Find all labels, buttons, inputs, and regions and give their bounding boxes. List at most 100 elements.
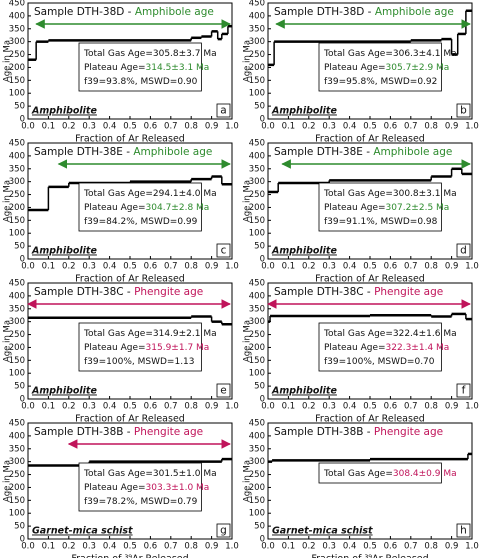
y-tick-label: 350 — [249, 164, 265, 174]
x-tick-label: 0.9 — [205, 542, 219, 552]
age-line: Plateau Age=307.2±2.5 Ma — [324, 203, 449, 213]
age-text: f39=93.8%, MSWD=0.90 — [84, 77, 198, 87]
age-line: Total Gas Age=322.4±1.6 Ma — [323, 329, 457, 339]
panel-title: Sample DTH-38E - Amphibole age — [34, 146, 212, 158]
y-tick-label: 150 — [9, 76, 25, 86]
letter-box — [456, 523, 471, 538]
y-tick-label: 350 — [9, 164, 25, 174]
title-sample: Sample DTH-38B - — [274, 426, 374, 438]
y-tick-label: 250 — [249, 50, 265, 60]
age-line: Total Gas Age=314.9±2.1 Ma — [83, 329, 217, 339]
rock-label: Amphibolite — [31, 246, 97, 257]
age-line: Plateau Age=305.7±2.9 Ma — [324, 63, 449, 73]
x-axis-label: Fraction of Ar Released — [315, 414, 425, 425]
rock-label: Amphibolite — [31, 106, 97, 117]
age-text: 307.2±2.5 Ma — [386, 203, 450, 213]
x-tick-label: 0.7 — [164, 122, 178, 132]
age-text: Plateau Age= — [84, 203, 146, 213]
y-tick-label: 450 — [9, 0, 25, 9]
x-tick-label: 0.4 — [343, 402, 357, 412]
y-tick-label: 400 — [249, 11, 265, 21]
letter-box — [216, 243, 231, 258]
x-axis-label: Fraction of Ar Released — [75, 414, 185, 425]
age-line: Total Gas Age=306.3±4.1 Ma — [323, 49, 457, 59]
x-axis-label: Fraction of Ar Released — [315, 134, 425, 145]
y-tick-label: 350 — [9, 304, 25, 314]
y-tick-label: 200 — [9, 483, 25, 493]
age-text: 303.3±1.0 Ma — [146, 483, 210, 493]
age-line: Plateau Age=322.3±1.4 Ma — [324, 343, 449, 353]
age-text: f39=84.2%, MSWD=0.99 — [84, 217, 198, 227]
panel-letter: e — [220, 385, 226, 397]
y-tick-label: 450 — [249, 279, 265, 289]
y-tick-label: 50 — [254, 382, 265, 392]
x-tick-label: 0.7 — [164, 262, 178, 272]
title-age-type: Phengite age — [374, 426, 443, 438]
x-tick-label: 0.8 — [424, 542, 438, 552]
age-text: Plateau Age= — [324, 63, 386, 73]
y-axis-label: Age in Ma — [3, 40, 13, 82]
title-sample: Sample DTH-38E - — [274, 146, 373, 158]
x-tick-label: 0.1 — [282, 122, 296, 132]
x-tick-label: 0.2 — [302, 122, 316, 132]
y-tick-label: 100 — [249, 89, 265, 99]
panel-letter: d — [460, 245, 467, 257]
x-axis-label: Fraction of Ar Released — [315, 274, 425, 285]
x-tick-label: 0.3 — [322, 262, 336, 272]
age-text: Plateau Age= — [84, 343, 146, 353]
x-tick-label: 0.7 — [404, 122, 418, 132]
y-tick-label: 400 — [249, 431, 265, 441]
age-text: f39=95.8%, MSWD=0.92 — [324, 77, 437, 87]
x-tick-label: 0.9 — [205, 402, 219, 412]
x-tick-label: 1.0 — [465, 542, 479, 552]
rock-label: Amphibolite — [31, 386, 97, 397]
age-line: Total Gas Age=294.1±4.0 Ma — [83, 189, 217, 199]
age-line: Plateau Age=303.3±1.0 Ma — [84, 483, 209, 493]
y-tick-label: 300 — [249, 317, 265, 327]
x-tick-label: 0.2 — [302, 402, 316, 412]
y-tick-label: 0 — [20, 535, 25, 545]
age-text: 322.3±1.4 Ma — [386, 343, 450, 353]
x-axis-label: Fraction of ³⁹Ar Released — [71, 554, 188, 558]
y-tick-label: 300 — [249, 177, 265, 187]
x-tick-label: 1.0 — [465, 262, 479, 272]
x-tick-label: 0.6 — [384, 122, 398, 132]
x-tick-label: 1.0 — [225, 122, 239, 132]
age-line: f39=84.2%, MSWD=0.99 — [84, 217, 198, 227]
y-tick-label: 200 — [9, 203, 25, 213]
y-tick-label: 300 — [9, 317, 25, 327]
y-tick-label: 200 — [9, 343, 25, 353]
age-line: f39=93.8%, MSWD=0.90 — [84, 77, 198, 87]
y-tick-label: 400 — [9, 291, 25, 301]
rock-label: Garnet-mica schist — [32, 526, 133, 537]
x-tick-label: 0.6 — [384, 402, 398, 412]
x-tick-label: 0.8 — [184, 542, 198, 552]
age-text: Total Gas Age=314.9±2.1 Ma — [83, 329, 217, 339]
y-tick-label: 200 — [249, 63, 265, 73]
x-tick-label: 0.9 — [445, 542, 459, 552]
age-box — [78, 462, 202, 512]
x-tick-label: 0.9 — [205, 122, 219, 132]
y-tick-label: 450 — [249, 0, 265, 9]
y-tick-label: 50 — [254, 102, 265, 112]
y-tick-label: 150 — [9, 216, 25, 226]
y-tick-label: 50 — [254, 522, 265, 532]
age-text: Total Gas Age=305.8±3.7 Ma — [83, 49, 217, 59]
age-text: f39=100%, MSWD=0.70 — [324, 357, 435, 367]
y-axis-label: Age in Ma — [243, 40, 253, 82]
x-tick-label: 0.5 — [123, 542, 137, 552]
x-tick-label: 0.3 — [82, 542, 96, 552]
age-text: 304.7±2.8 Ma — [146, 203, 210, 213]
age-box — [318, 182, 442, 232]
x-tick-label: 1.0 — [225, 542, 239, 552]
age-line: Total Gas Age=300.8±3.1 Ma — [323, 189, 457, 199]
age-box — [318, 462, 442, 484]
letter-box — [456, 383, 471, 398]
panel-title: Sample DTH-38E - Amphibole age — [274, 146, 452, 158]
title-age-type: Amphibole age — [133, 146, 212, 158]
y-tick-label: 400 — [249, 291, 265, 301]
x-tick-label: 0.7 — [164, 542, 178, 552]
y-tick-label: 0 — [20, 115, 25, 125]
letter-box — [216, 103, 231, 118]
y-tick-label: 250 — [9, 50, 25, 60]
